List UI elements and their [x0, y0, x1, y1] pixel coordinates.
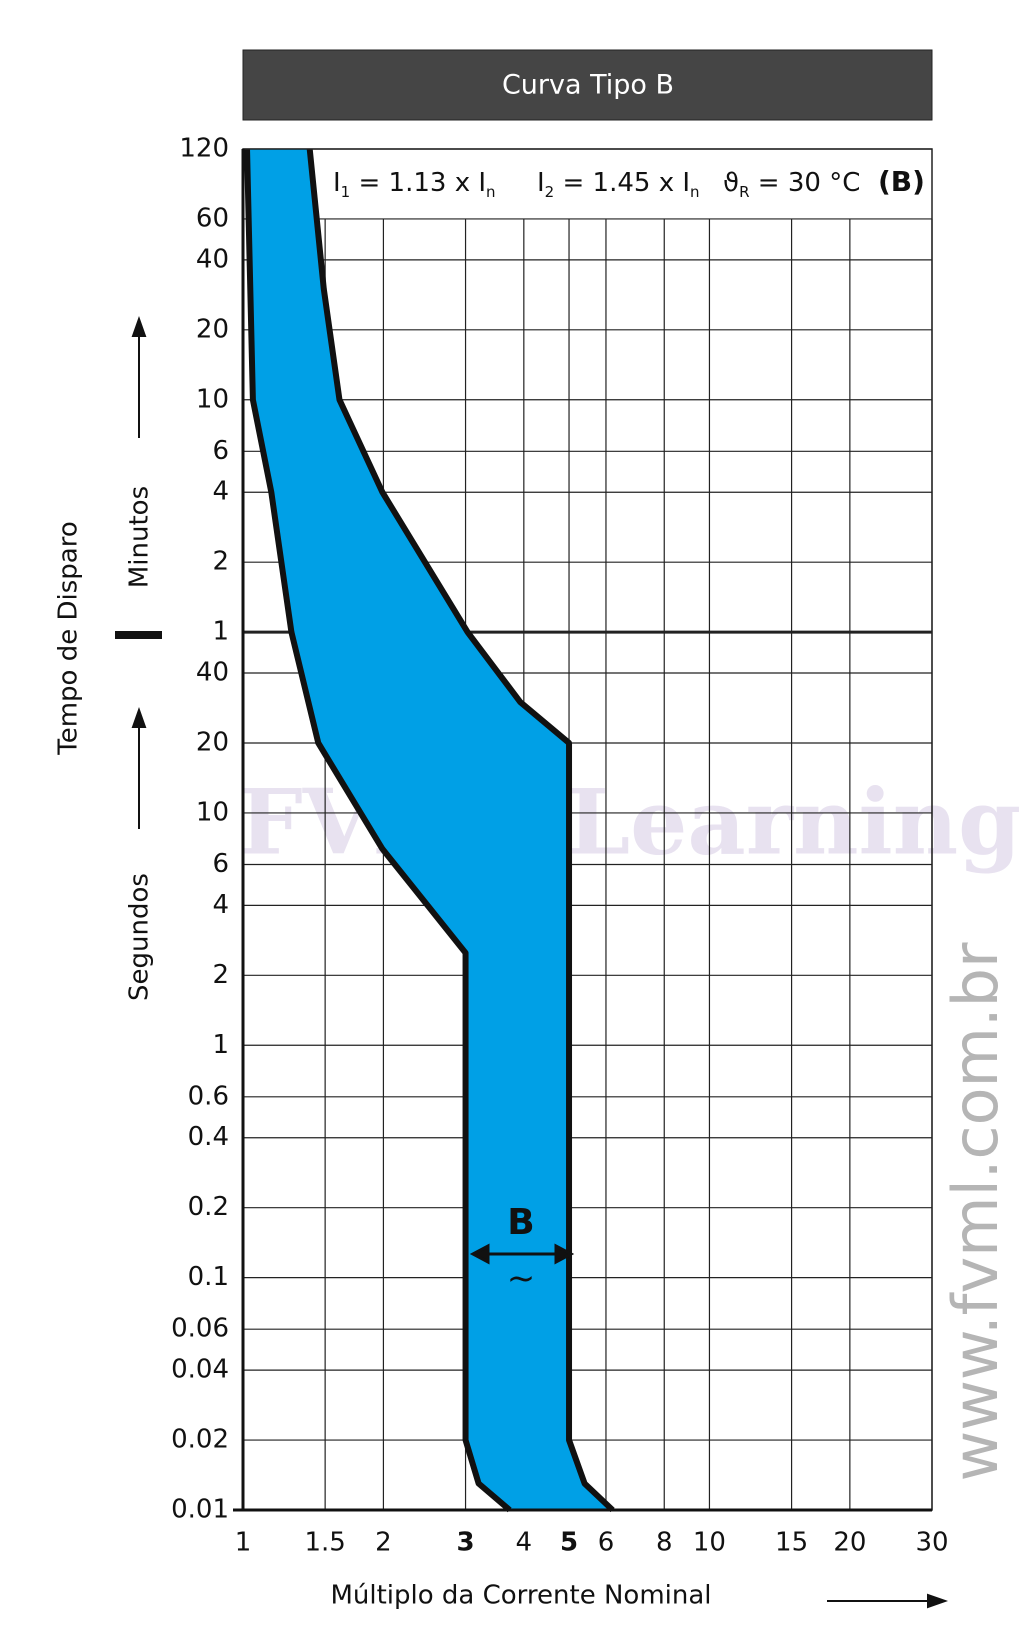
annotation-part: I: [333, 168, 341, 198]
y-tick-label: 2: [212, 960, 229, 990]
x-tick-label: 4: [516, 1528, 533, 1558]
x-tick-label: 1: [235, 1528, 252, 1558]
divider-bar: [115, 631, 162, 639]
x-axis-label: Múltiplo da Corrente Nominal: [330, 1581, 711, 1611]
y-tick-label: 120: [179, 134, 229, 164]
band-label: B: [507, 1202, 534, 1243]
annotation: (B): [878, 165, 925, 198]
band-symbol: ~: [507, 1259, 536, 1299]
x-tick-label: 30: [915, 1528, 948, 1558]
annotation: I1 = 1.13 x In: [333, 168, 496, 201]
y-tick-label: 10: [196, 797, 229, 827]
y-tick-label: 0.02: [171, 1425, 229, 1455]
x-tick-label: 2: [375, 1528, 392, 1558]
annotation-part: = 1.45 x I: [554, 168, 690, 198]
y-tick-label: 10: [196, 384, 229, 414]
y-tick-label: 20: [196, 314, 229, 344]
annotation-part: = 30 °C: [750, 168, 861, 198]
y-tick-label: 6: [212, 849, 229, 879]
chart-title: Curva Tipo B: [502, 70, 674, 101]
annotation-part: ϑ: [723, 168, 739, 198]
x-tick-label: 8: [656, 1528, 673, 1558]
axis-arrows: [131, 315, 949, 1609]
trip-curve: [306, 148, 615, 1513]
y-tick-label: 0.4: [188, 1122, 229, 1152]
y-tick-label: 1: [212, 617, 229, 647]
annotation-part: I: [537, 168, 545, 198]
trip-curve: [244, 148, 512, 1513]
band-arrow: [469, 1243, 575, 1265]
y-tick-label: 0.04: [171, 1355, 229, 1385]
x-tick-label: 5: [560, 1528, 578, 1558]
y-axis-label-lower: Segundos: [125, 873, 155, 1001]
x-tick-label: 6: [598, 1528, 615, 1558]
y-tick-label: 0.06: [171, 1314, 229, 1344]
y-tick-label: 4: [212, 477, 229, 507]
y-tick-label: 0.1: [188, 1262, 229, 1292]
annotation-sub: R: [739, 183, 749, 201]
y-tick-label: 0.01: [171, 1495, 229, 1525]
y-tick-label: 60: [196, 203, 229, 233]
annotation-sub: 2: [545, 183, 555, 201]
y-axis-label: Tempo de Disparo: [54, 521, 84, 755]
y-tick-label: 0.6: [188, 1081, 229, 1111]
y-tick-label: 0.2: [188, 1192, 229, 1222]
y-tick-label: 20: [196, 727, 229, 757]
y-tick-label: 4: [212, 890, 229, 920]
y-axis-label-upper: Minutos: [125, 486, 155, 588]
annotation-part: = 1.13 x I: [350, 168, 486, 198]
title-box: [242, 49, 933, 121]
x-tick-label: 10: [693, 1528, 726, 1558]
plot: [233, 148, 933, 1513]
annotation-part: (B): [878, 165, 925, 198]
watermark: www.fvml.com.br: [939, 942, 1012, 1481]
y-tick-label: 1: [212, 1030, 229, 1060]
y-tick-label: 40: [196, 244, 229, 274]
x-tick-label: 3: [457, 1528, 475, 1558]
y-tick-label: 40: [196, 658, 229, 688]
x-tick-label: 20: [833, 1528, 866, 1558]
annotation-sub: n: [486, 183, 496, 201]
x-tick-label: 1.5: [304, 1528, 345, 1558]
y-tick-label: 6: [212, 436, 229, 466]
annotation-sub: 1: [341, 183, 351, 201]
y-tick-label: 2: [212, 547, 229, 577]
x-tick-label: 15: [775, 1528, 808, 1558]
annotation-sub: n: [690, 183, 700, 201]
annotation: ϑR = 30 °C: [723, 168, 860, 201]
annotation: I2 = 1.45 x In: [537, 168, 700, 201]
band-area: [247, 149, 613, 1510]
